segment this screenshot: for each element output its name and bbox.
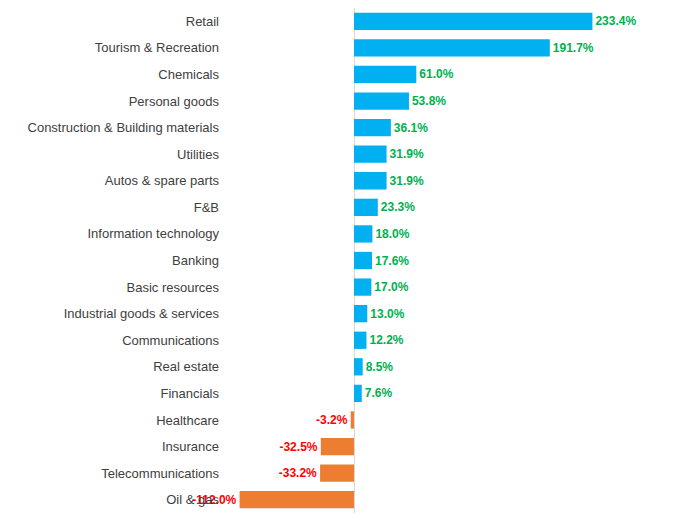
svg-text:233.4%: 233.4% [595, 14, 636, 28]
svg-text:17.0%: 17.0% [374, 280, 408, 294]
svg-text:Healthcare: Healthcare [156, 413, 219, 428]
svg-text:61.0%: 61.0% [419, 67, 453, 81]
svg-text:17.6%: 17.6% [375, 254, 409, 268]
svg-text:F&B: F&B [194, 200, 219, 215]
svg-text:-3.2%: -3.2% [316, 413, 348, 427]
svg-text:Financials: Financials [160, 386, 219, 401]
svg-text:Personal goods: Personal goods [129, 94, 220, 109]
svg-text:23.3%: 23.3% [381, 200, 415, 214]
svg-text:31.9%: 31.9% [390, 147, 424, 161]
svg-text:13.0%: 13.0% [370, 307, 404, 321]
svg-text:Construction & Building materi: Construction & Building materials [28, 120, 220, 135]
svg-text:Tourism & Recreation: Tourism & Recreation [95, 40, 219, 55]
svg-text:-32.5%: -32.5% [279, 440, 317, 454]
svg-text:Industrial goods & services: Industrial goods & services [64, 306, 220, 321]
svg-text:Insurance: Insurance [162, 439, 219, 454]
svg-text:Retail: Retail [186, 14, 219, 29]
svg-text:191.7%: 191.7% [553, 41, 594, 55]
svg-text:-112.0%: -112.0% [192, 493, 236, 507]
svg-text:Telecommunications: Telecommunications [101, 466, 219, 481]
svg-text:Autos & spare parts: Autos & spare parts [105, 173, 220, 188]
svg-text:8.5%: 8.5% [366, 360, 394, 374]
svg-text:7.6%: 7.6% [365, 386, 393, 400]
svg-text:36.1%: 36.1% [394, 121, 428, 135]
svg-text:Communications: Communications [122, 333, 219, 348]
svg-text:31.9%: 31.9% [390, 174, 424, 188]
svg-text:Chemicals: Chemicals [158, 67, 219, 82]
svg-text:Oil & gas: Oil & gas [166, 492, 219, 507]
svg-text:Banking: Banking [172, 253, 219, 268]
svg-text:18.0%: 18.0% [375, 227, 409, 241]
svg-text:Real estate: Real estate [153, 359, 219, 374]
svg-text:Basic resources: Basic resources [127, 280, 220, 295]
svg-text:Utilities: Utilities [177, 147, 219, 162]
svg-text:-33.2%: -33.2% [279, 466, 317, 480]
svg-text:53.8%: 53.8% [412, 94, 446, 108]
svg-text:Information technology: Information technology [87, 226, 219, 241]
svg-text:12.2%: 12.2% [369, 333, 403, 347]
